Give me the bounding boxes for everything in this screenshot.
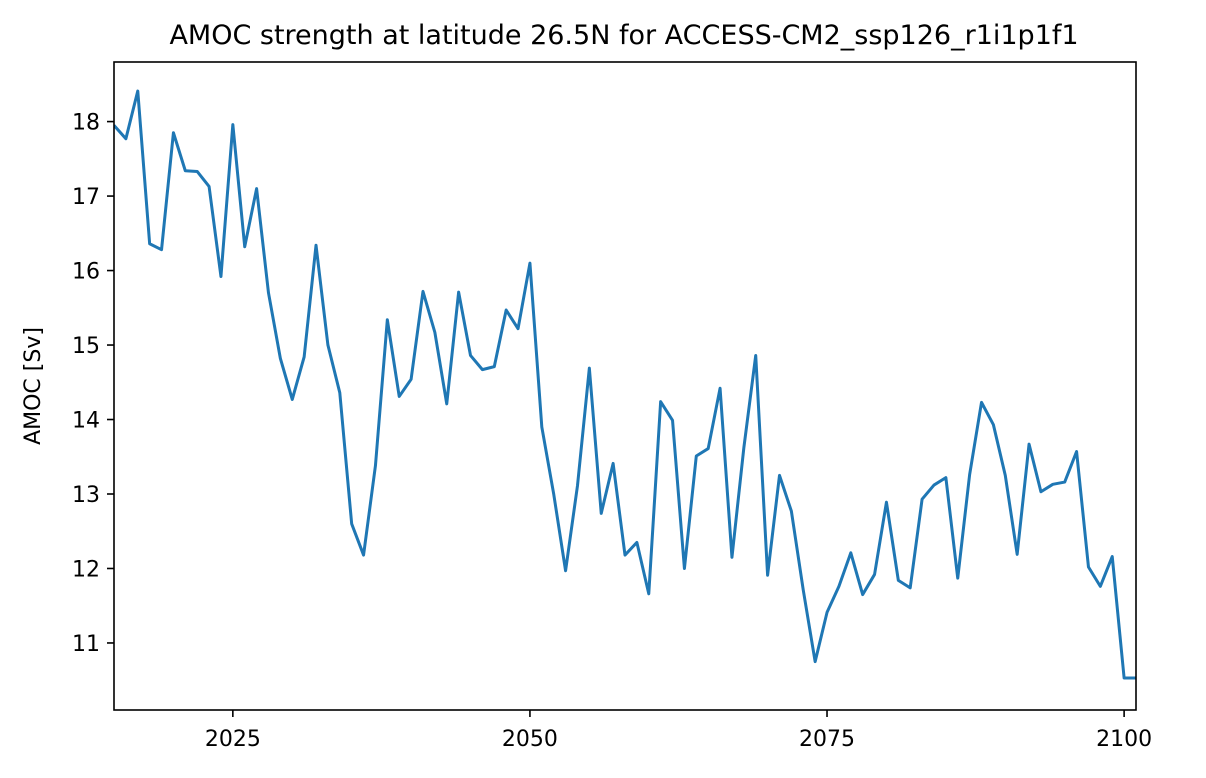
x-tick-label: 2075 bbox=[799, 727, 855, 752]
y-tick-label: 13 bbox=[72, 483, 100, 508]
chart-title: AMOC strength at latitude 26.5N for ACCE… bbox=[169, 20, 1078, 51]
amoc-series-line-0 bbox=[114, 89, 1136, 680]
y-tick-label: 15 bbox=[72, 334, 100, 359]
y-tick-label: 12 bbox=[72, 557, 100, 582]
plot-area bbox=[113, 61, 1137, 711]
y-tick-label: 18 bbox=[72, 111, 100, 136]
x-tick-label: 2050 bbox=[502, 727, 558, 752]
x-tick-label: 2025 bbox=[205, 727, 261, 752]
y-tick-label: 17 bbox=[72, 185, 100, 210]
axis-ticks: 2025 2050 2075 2100 11 12 13 14 15 16 17 18 bbox=[72, 111, 1152, 752]
y-tick-label: 11 bbox=[72, 632, 100, 657]
plot-frame bbox=[113, 61, 1137, 711]
y-tick-label: 16 bbox=[72, 260, 100, 285]
y-tick-label: 14 bbox=[72, 409, 100, 434]
y-axis-label: AMOC [Sv] bbox=[21, 327, 46, 445]
x-tick-label: 2100 bbox=[1096, 727, 1152, 752]
